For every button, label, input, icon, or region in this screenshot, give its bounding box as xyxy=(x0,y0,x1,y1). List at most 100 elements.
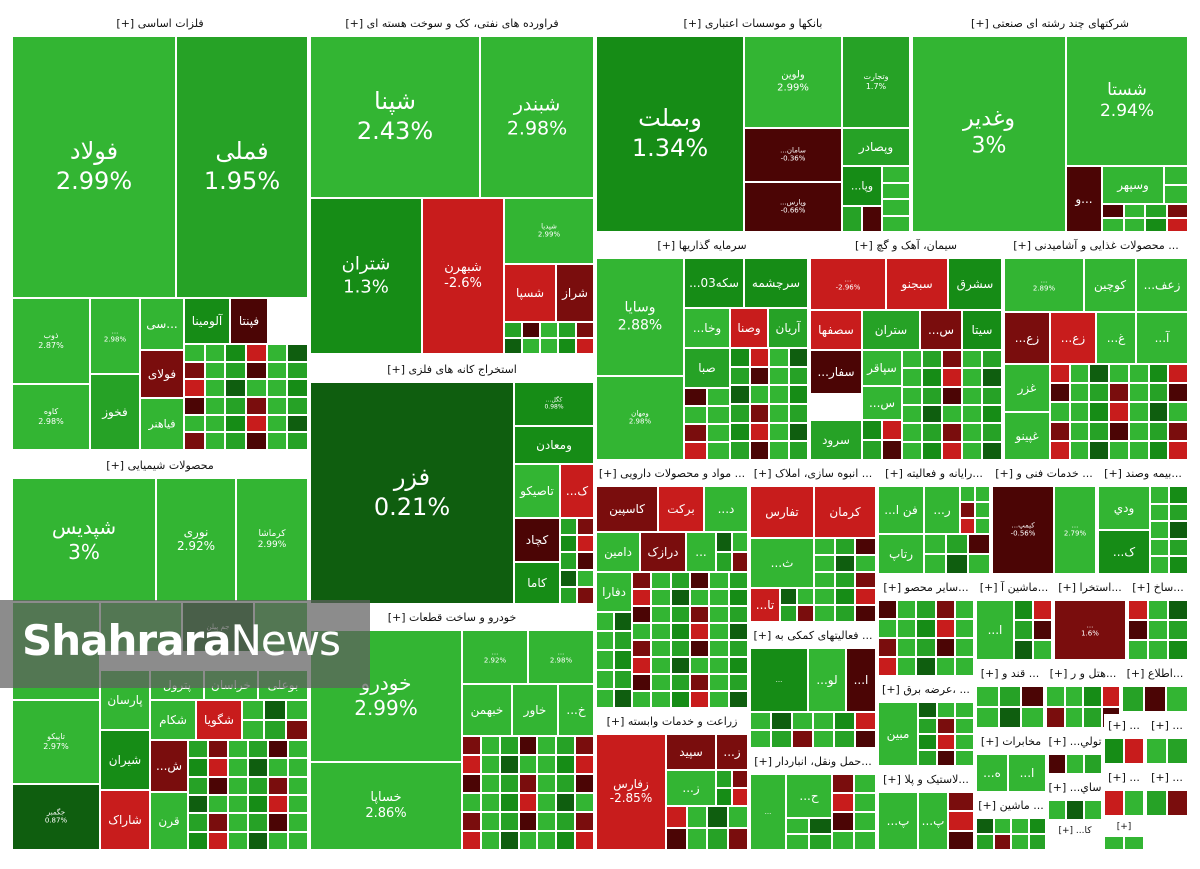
minor-stock-tile[interactable] xyxy=(862,420,882,440)
minor-stock-tile[interactable] xyxy=(504,338,522,354)
minor-stock-tile[interactable] xyxy=(976,818,994,834)
minor-stock-tile[interactable] xyxy=(499,793,519,812)
minor-stock-tile[interactable] xyxy=(268,831,288,850)
stock-tile[interactable]: ...ش xyxy=(150,740,188,792)
stock-tile[interactable]: ستران xyxy=(862,310,920,350)
minor-stock-tile[interactable] xyxy=(651,640,671,657)
minor-stock-tile[interactable] xyxy=(188,831,208,850)
minor-stock-tile[interactable] xyxy=(709,657,729,674)
minor-stock-tile[interactable] xyxy=(960,518,975,534)
minor-stock-tile[interactable] xyxy=(750,712,771,730)
minor-stock-tile[interactable] xyxy=(632,657,652,674)
minor-stock-tile[interactable] xyxy=(1128,402,1149,422)
stock-tile[interactable]: شپدیس 3% xyxy=(12,478,156,602)
stock-tile[interactable]: کاما xyxy=(514,562,560,604)
stock-tile[interactable]: ...فن ا xyxy=(878,486,924,534)
sector-title[interactable]: [+] بانکها و موسسات اعتباری xyxy=(596,12,910,36)
minor-stock-tile[interactable] xyxy=(1084,754,1102,774)
sector-title[interactable]: [+] ...تولي xyxy=(1048,730,1102,754)
minor-stock-tile[interactable] xyxy=(287,432,308,450)
minor-stock-tile[interactable] xyxy=(834,605,856,622)
stock-tile[interactable]: ... 1.6% xyxy=(1054,600,1126,660)
minor-stock-tile[interactable] xyxy=(1168,364,1188,384)
minor-stock-tile[interactable] xyxy=(1109,421,1129,441)
minor-stock-tile[interactable] xyxy=(686,828,707,850)
minor-stock-tile[interactable] xyxy=(1109,402,1129,422)
minor-stock-tile[interactable] xyxy=(732,532,748,552)
minor-stock-tile[interactable] xyxy=(1128,383,1149,403)
minor-stock-tile[interactable] xyxy=(632,691,652,708)
stock-tile[interactable]: سشرق xyxy=(948,258,1002,310)
minor-stock-tile[interactable] xyxy=(1089,421,1110,441)
stock-tile[interactable]: شپدیا 2.99% xyxy=(504,198,594,264)
stock-tile[interactable]: خساپا 2.86% xyxy=(310,762,462,850)
minor-stock-tile[interactable] xyxy=(924,554,946,574)
minor-stock-tile[interactable] xyxy=(670,657,690,674)
minor-stock-tile[interactable] xyxy=(462,812,481,831)
minor-stock-tile[interactable] xyxy=(878,638,898,657)
minor-stock-tile[interactable] xyxy=(749,385,769,404)
minor-stock-tile[interactable] xyxy=(614,650,632,670)
stock-tile[interactable]: آلومینا xyxy=(184,298,230,344)
minor-stock-tile[interactable] xyxy=(788,348,808,367)
minor-stock-tile[interactable] xyxy=(1069,440,1090,460)
minor-stock-tile[interactable] xyxy=(480,736,500,755)
stock-tile[interactable]: ...وپا xyxy=(842,166,882,206)
stock-tile[interactable]: ...وخا xyxy=(684,308,730,348)
minor-stock-tile[interactable] xyxy=(1168,600,1188,620)
stock-tile[interactable]: شاراک xyxy=(100,790,150,850)
minor-stock-tile[interactable] xyxy=(228,758,248,777)
minor-stock-tile[interactable] xyxy=(916,657,936,676)
minor-stock-tile[interactable] xyxy=(730,385,750,404)
minor-stock-tile[interactable] xyxy=(709,623,729,640)
stock-tile[interactable]: تاپیکو 2.97% xyxy=(12,700,100,784)
minor-stock-tile[interactable] xyxy=(936,718,956,734)
stock-tile[interactable]: سرچشمه xyxy=(744,258,808,308)
minor-stock-tile[interactable] xyxy=(955,734,974,750)
stock-tile[interactable]: فخوز xyxy=(90,374,140,450)
minor-stock-tile[interactable] xyxy=(1066,754,1084,774)
minor-stock-tile[interactable] xyxy=(1128,620,1148,640)
minor-stock-tile[interactable] xyxy=(1124,738,1144,764)
stock-tile[interactable]: ودي xyxy=(1098,486,1150,530)
minor-stock-tile[interactable] xyxy=(462,793,481,812)
minor-stock-tile[interactable] xyxy=(670,572,690,589)
minor-stock-tile[interactable] xyxy=(1011,834,1029,850)
minor-stock-tile[interactable] xyxy=(832,774,854,793)
minor-stock-tile[interactable] xyxy=(575,793,594,812)
minor-stock-tile[interactable] xyxy=(975,518,990,534)
minor-stock-tile[interactable] xyxy=(480,755,500,774)
minor-stock-tile[interactable] xyxy=(268,758,288,777)
minor-stock-tile[interactable] xyxy=(924,534,946,554)
minor-stock-tile[interactable] xyxy=(537,793,557,812)
stock-tile[interactable]: زفارس -2.85% xyxy=(596,734,666,850)
stock-tile[interactable]: صبا xyxy=(684,348,730,388)
sector-title[interactable]: [+] فراورده های نفتی، کک و سوخت هسته ای xyxy=(310,12,594,36)
minor-stock-tile[interactable] xyxy=(942,350,962,369)
minor-stock-tile[interactable] xyxy=(480,812,500,831)
minor-stock-tile[interactable] xyxy=(522,322,540,338)
minor-stock-tile[interactable] xyxy=(882,182,910,199)
minor-stock-tile[interactable] xyxy=(976,707,999,728)
minor-stock-tile[interactable] xyxy=(188,758,208,777)
stock-tile[interactable]: ...لو xyxy=(808,648,846,712)
minor-stock-tile[interactable] xyxy=(942,441,962,460)
minor-stock-tile[interactable] xyxy=(596,650,614,670)
minor-stock-tile[interactable] xyxy=(1150,486,1169,504)
minor-stock-tile[interactable] xyxy=(942,386,962,405)
sector-title[interactable]: [+] سایر محصو... xyxy=(878,576,974,600)
minor-stock-tile[interactable] xyxy=(1146,738,1167,764)
minor-stock-tile[interactable] xyxy=(577,535,594,553)
stock-tile[interactable]: ...ک xyxy=(560,464,594,518)
minor-stock-tile[interactable] xyxy=(248,831,268,850)
minor-stock-tile[interactable] xyxy=(814,571,835,589)
minor-stock-tile[interactable] xyxy=(1148,402,1169,422)
minor-stock-tile[interactable] xyxy=(786,834,809,850)
minor-stock-tile[interactable] xyxy=(690,606,710,623)
minor-stock-tile[interactable] xyxy=(982,423,1002,442)
stock-tile[interactable]: ... 2.89% xyxy=(1004,258,1084,312)
minor-stock-tile[interactable] xyxy=(960,502,975,518)
minor-stock-tile[interactable] xyxy=(707,406,730,424)
minor-stock-tile[interactable] xyxy=(188,776,208,795)
stock-tile[interactable]: سبجنو xyxy=(886,258,948,310)
